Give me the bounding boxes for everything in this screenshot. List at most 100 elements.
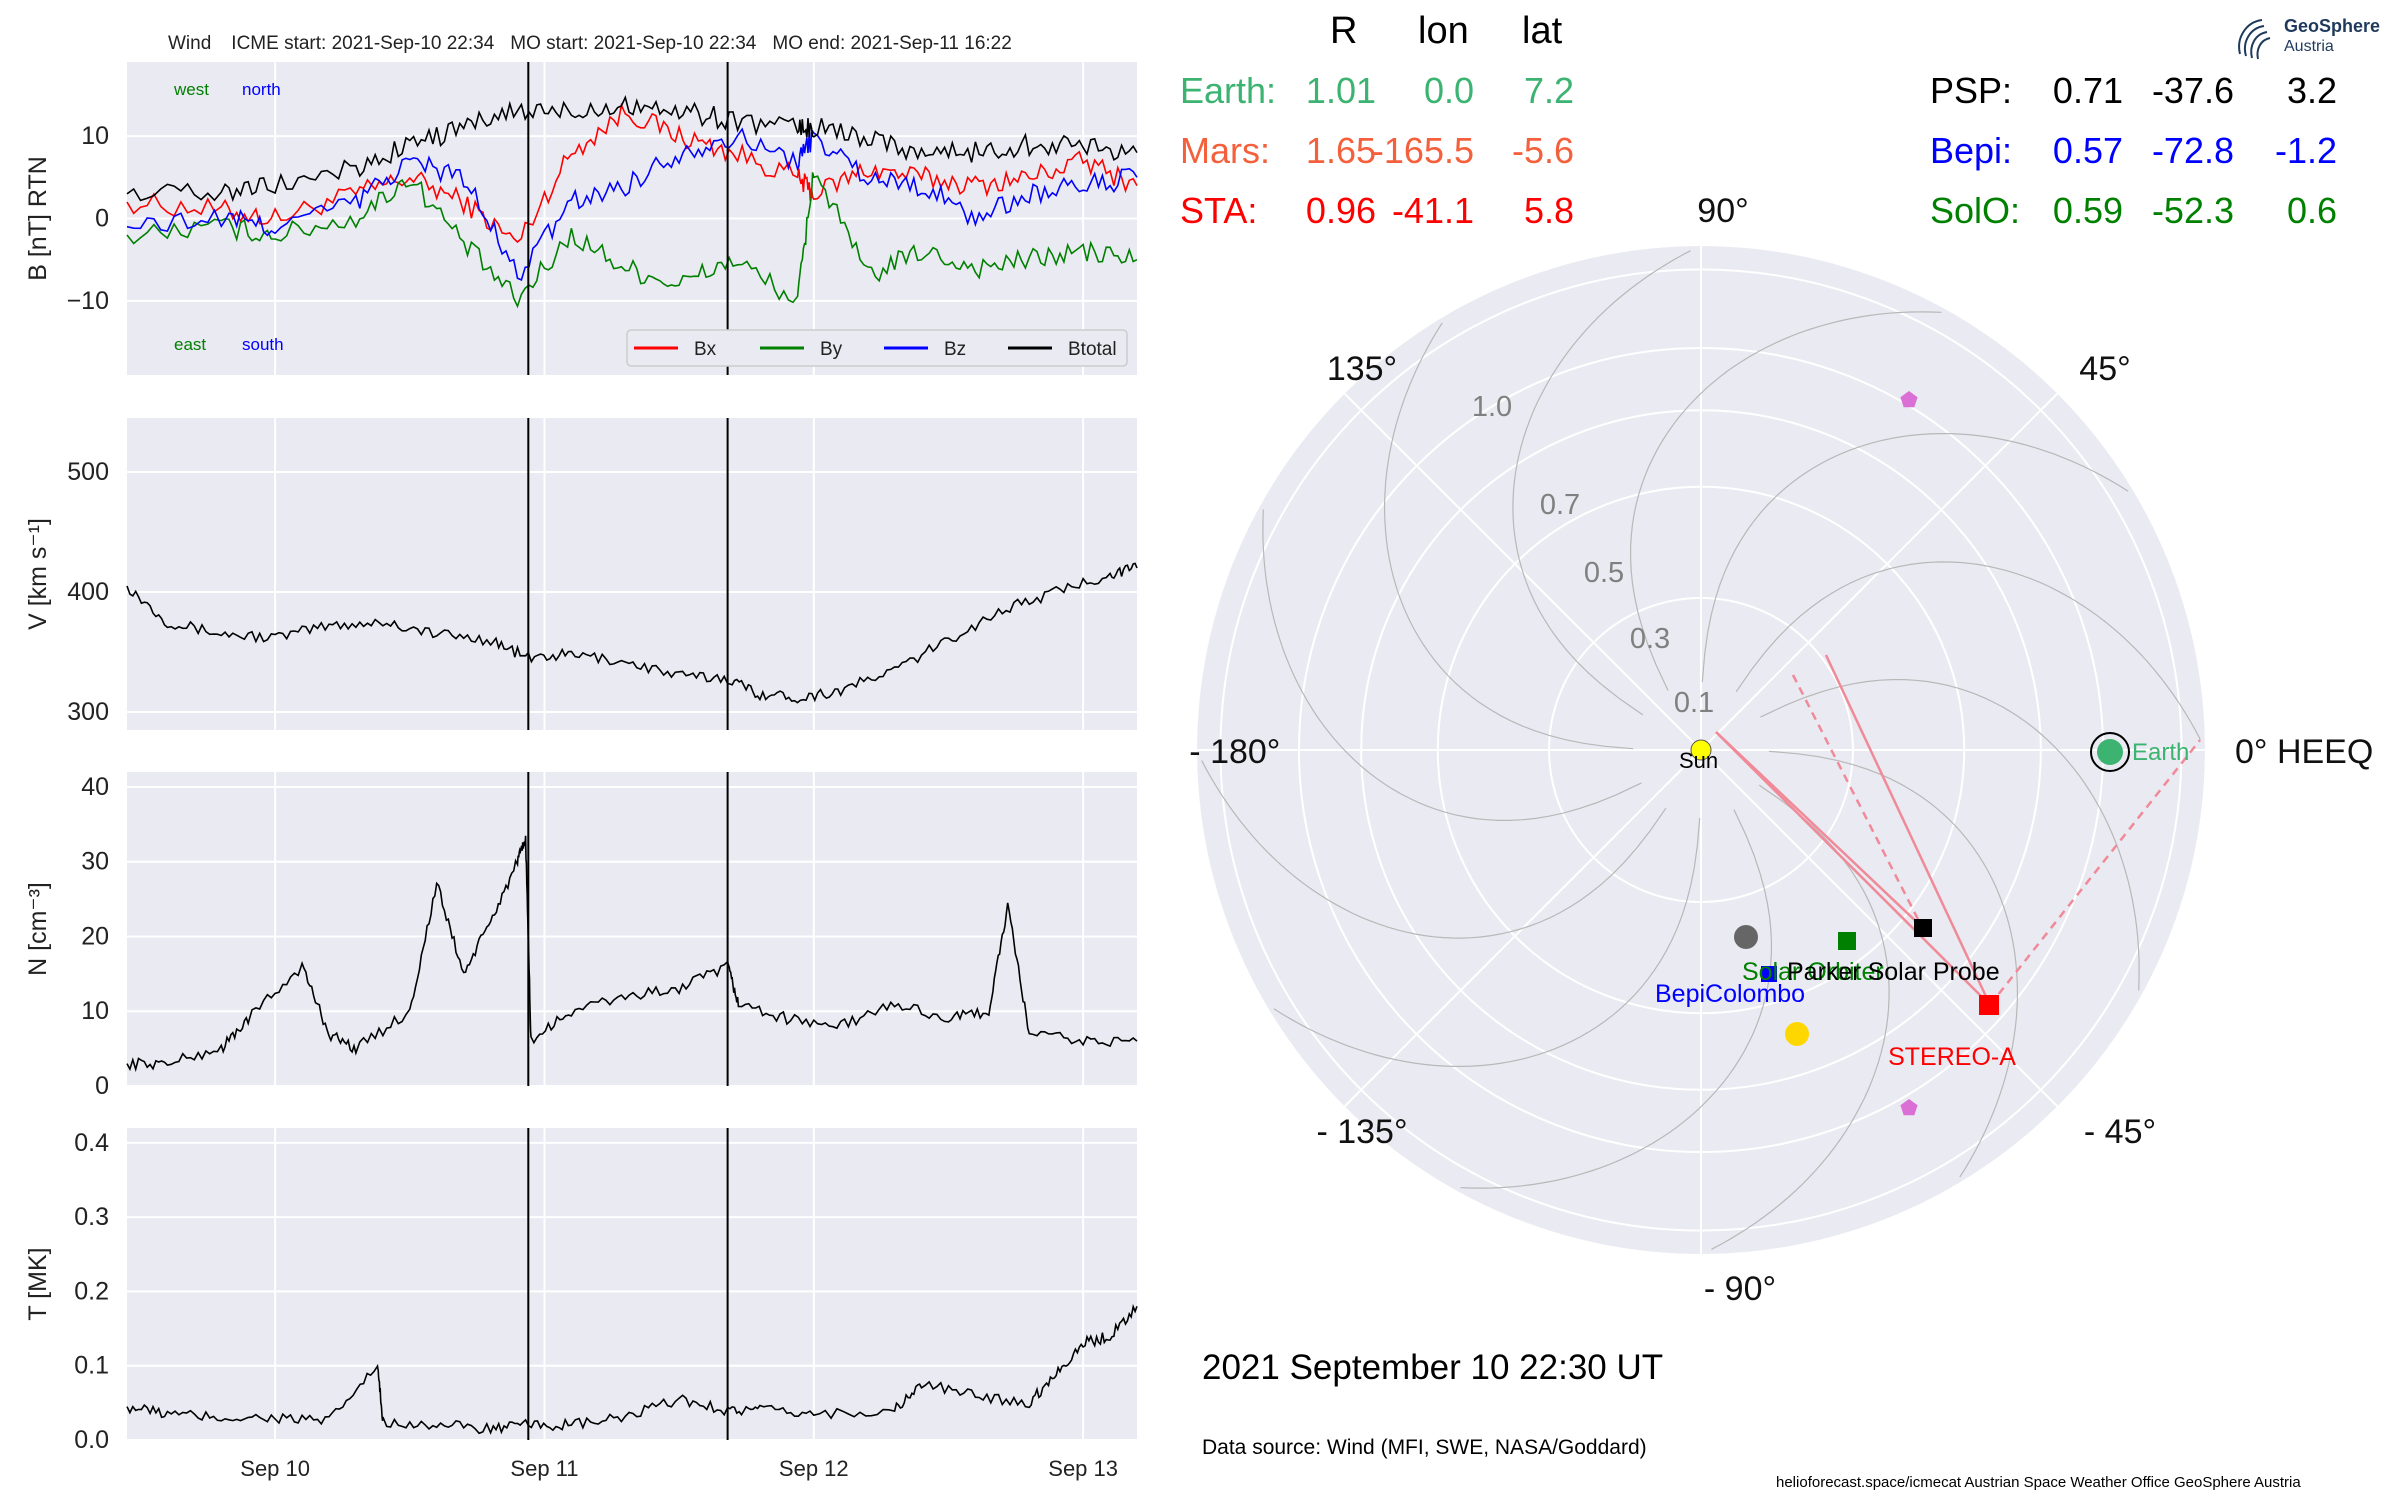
table-left-lon: 0.0 [1423,70,1474,111]
l5-marker [1900,1099,1918,1116]
y-tick-label: 10 [81,122,109,150]
table-right-r: 0.57 [2052,130,2123,171]
panel-speed-panel: 500 400 300 V [km s⁻¹] [24,418,1138,730]
parker-spiral-line [1701,433,2129,683]
angle-label: - 135° [1316,1113,1407,1151]
radial-label: 1.0 [1472,391,1512,423]
legend-label-btotal: Btotal [1068,339,1117,360]
table-left-r: 0.96 [1305,190,1376,231]
bepi-label: BepiColombo [1655,980,1805,1008]
header-mo-end: MO end: 2021-Sep-11 16:22 [772,33,1011,54]
y-tick-label: 0.3 [74,1203,109,1231]
table-right-r: 0.59 [2052,190,2123,231]
legend-label-bz: Bz [944,339,966,360]
direction-label-north: north [242,80,281,99]
angle-label: 135° [1327,350,1397,388]
table-left-name: Earth: [1180,70,1277,111]
y-axis-label: T [MK] [24,1247,52,1320]
sun-marker [1690,739,1712,761]
y-tick-label: 10 [81,997,109,1025]
table-left-lon: -41.1 [1391,190,1474,231]
table-right-name: PSP: [1930,70,2013,111]
radial-label: 0.7 [1540,489,1580,521]
radial-label: 0.5 [1584,557,1624,589]
header-mo-start: MO start: 2021-Sep-10 22:34 [510,33,757,54]
table-left-lat: 5.8 [1523,190,1574,231]
table-left-lat: -5.6 [1511,130,1574,171]
series-line-by [126,172,1138,309]
datetime-label: 2021 September 10 22:30 UT [1202,1348,1664,1387]
parker-spiral-line [1460,809,1772,1189]
table-right-lon: -52.3 [2151,190,2234,231]
l4-marker [1900,391,1918,408]
y-tick-label: 300 [67,698,109,726]
table-right-lon: -72.8 [2151,130,2234,171]
panel-background [127,1128,1137,1440]
angle-label: 90° [1697,192,1748,230]
angle-label: 0° HEEQ [2235,733,2373,771]
series-line-data [126,562,1138,704]
timeseries-panels: Wind ICME start: 2021-Sep-10 22:34 MO star… [24,33,1138,1481]
y-tick-label: −10 [67,287,109,315]
table-left-r: 1.65 [1305,130,1376,171]
y-tick-label: 20 [81,922,109,950]
header-icme-start: ICME start: 2021-Sep-10 22:34 [231,33,494,54]
series-line-data [126,835,1138,1073]
angle-label: - 90° [1704,1270,1776,1308]
table-right-name: Bepi: [1930,130,2013,171]
stereo-a-label: STEREO-A [1888,1043,2016,1071]
y-tick-label: 0.0 [74,1426,109,1454]
sun-label: Sun [1679,748,1718,773]
geosphere-logo: GeoSphere Austria [2232,14,2392,64]
y-tick-label: 0.4 [74,1129,109,1157]
parker-spiral-line [1760,679,2140,991]
legend-box [626,329,1128,367]
parker-spiral-line [1201,760,1667,939]
y-tick-label: 500 [67,458,109,486]
table-header-lat: lat [1522,10,1563,52]
parker-spiral-line [1384,322,1634,750]
table-right-name: SolO: [1930,190,2021,231]
solo-label: Solar Orbiter [1742,958,1884,986]
table-left-lat: 7.2 [1523,70,1574,111]
panel-mag-panel: 10 0 −10 B [nT] RTN [24,62,1138,375]
solo-marker [1838,932,1856,950]
table-left-r: 1.01 [1305,70,1376,111]
header-line: Wind ICME start: 2021-Sep-10 22:34 MO star… [168,33,1012,54]
earth-label: Earth [2132,739,2189,766]
x-tick-label: Sep 12 [779,1456,849,1481]
y-tick-label: 0 [95,1072,109,1100]
table-right-lat: -1.2 [2274,130,2337,171]
table-left-lon: -165.5 [1371,130,1474,171]
y-axis-label: B [nT] RTN [24,156,52,281]
earth-ring [2090,732,2130,772]
table-left-name: Mars: [1180,130,1270,171]
x-tick-label: Sep 11 [510,1456,578,1481]
parker-spiral-line [1735,561,2201,740]
x-tick-label: Sep 13 [1048,1456,1118,1481]
radial-label: 0.3 [1630,623,1670,655]
footer-credits: helioforecast.space/icmecat Austrian Spa… [1776,1474,2301,1491]
table-header-lon: lon [1418,10,1469,52]
direction-label-west: west [173,80,209,99]
psp-label: Parker Solar Probe [1787,958,2000,986]
angle-label: +/- 180° [1190,733,1280,771]
logo-text-line1: GeoSphere [2284,16,2381,36]
legend-label-bx: Bx [694,339,717,360]
parker-spiral-line [1630,311,1942,691]
logo-text-line2: Austria [2284,38,2334,55]
psp-marker [1914,919,1932,937]
panel-density-panel: 40 30 20 10 0 N [cm⁻³] [24,772,1138,1100]
series-line-bz [126,127,1138,281]
angle-label: - 45° [2084,1113,2156,1151]
mag-legend: Bx By Bz Btotal [626,329,1128,367]
y-axis-label: N [cm⁻³] [24,882,52,976]
connection-line [1715,731,1991,1006]
table-right-lat: 0.6 [2286,190,2337,231]
y-tick-label: 400 [67,578,109,606]
stereo-a-marker [1979,995,1999,1015]
table-header-r: R [1330,10,1358,52]
earth-marker [2097,739,2123,765]
venus-marker [1785,1022,1809,1046]
